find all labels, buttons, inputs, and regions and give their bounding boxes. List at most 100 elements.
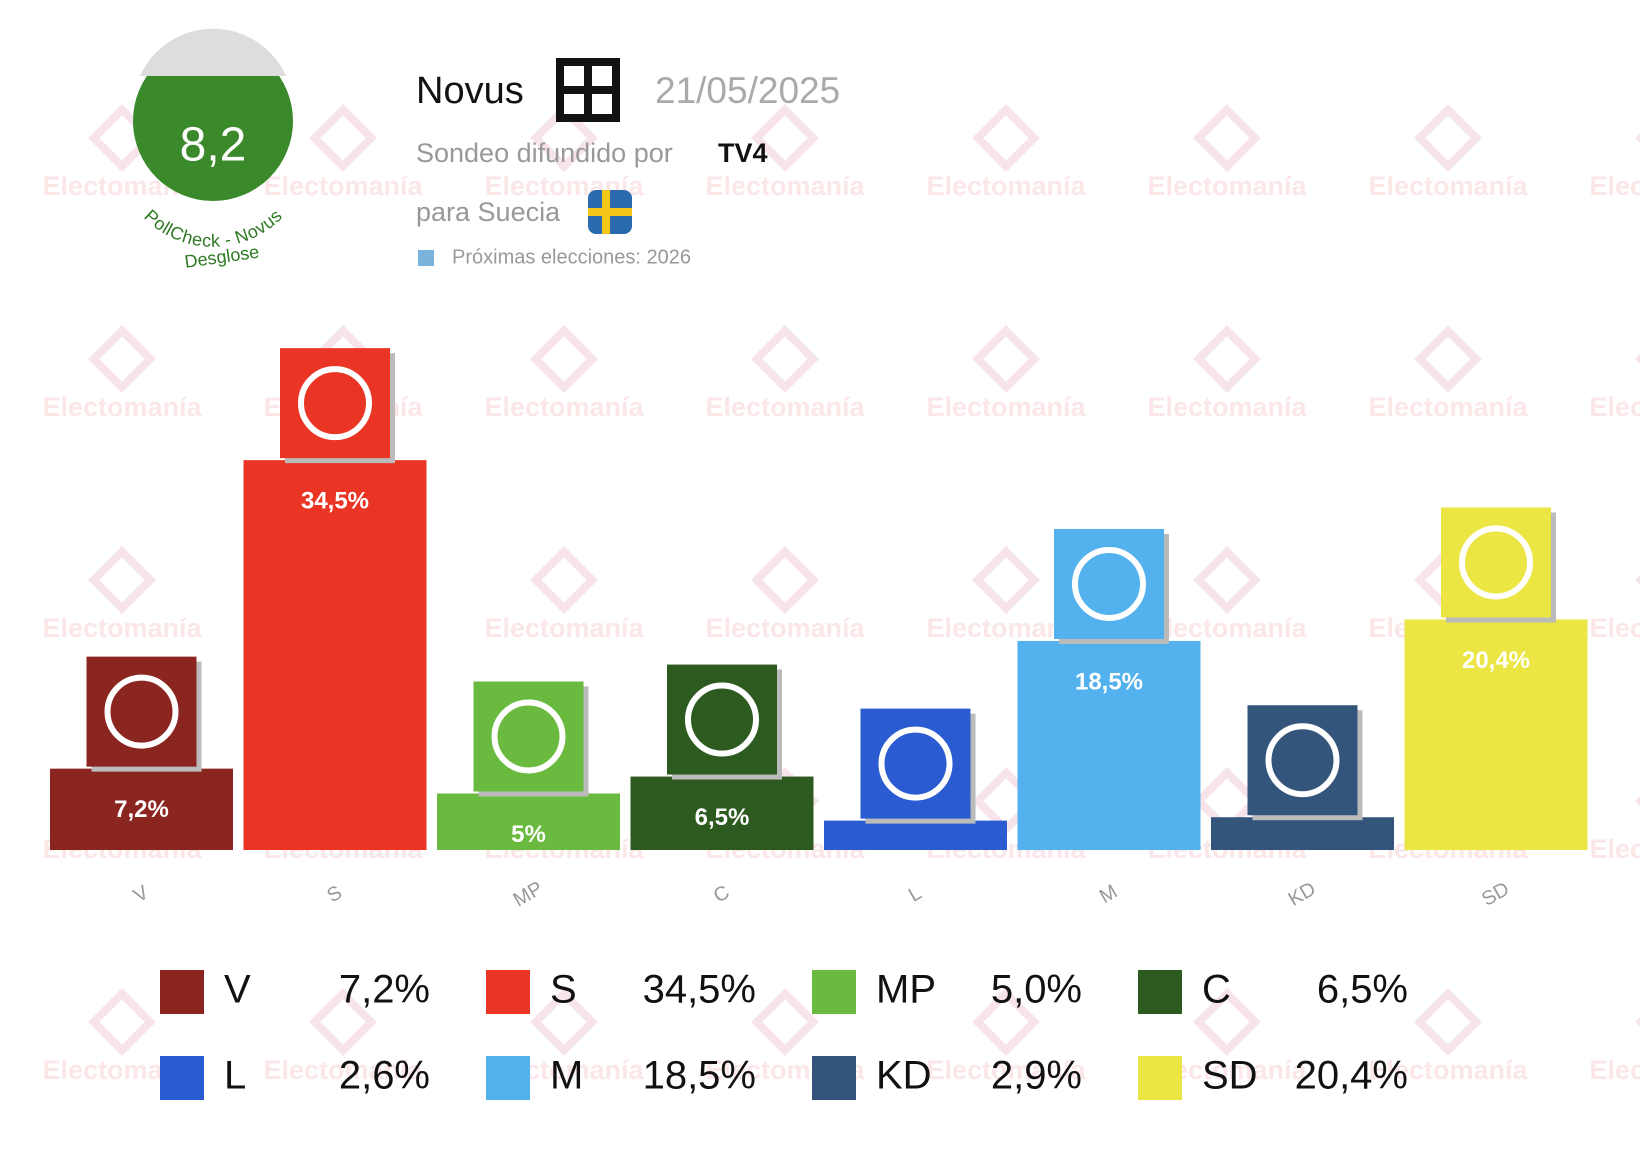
ballot-icon — [418, 250, 434, 266]
x-tick-label: C — [710, 881, 734, 907]
watermark: Electomanía — [1589, 392, 1640, 422]
party-logo-mark — [685, 682, 759, 757]
watermark-icon — [309, 104, 377, 172]
party-logo-mark — [1459, 525, 1533, 600]
bar — [437, 793, 620, 850]
party-logo — [280, 348, 390, 459]
watermark: Electomanía — [1147, 613, 1307, 643]
legend-icon — [1138, 970, 1182, 1014]
legend-value: 2,6% — [339, 1054, 430, 1098]
bar — [1404, 619, 1588, 850]
watermark: Electomanía — [705, 171, 865, 201]
legend-icon — [160, 970, 204, 1014]
watermark: Electomanía — [484, 392, 644, 422]
party-logo — [473, 681, 584, 792]
date: 21/05/2025 — [655, 70, 840, 111]
watermark: Electomanía — [1368, 171, 1528, 201]
watermark-icon — [1193, 767, 1261, 835]
legend-icon — [1138, 1056, 1182, 1100]
watermark-icon — [309, 988, 377, 1056]
party-logo — [860, 708, 971, 819]
watermark: Electomanía — [926, 1055, 1086, 1085]
watermark: Electomanía — [1147, 392, 1307, 422]
value-label: 18,5% — [1075, 668, 1143, 695]
watermark: Electomanía — [705, 392, 865, 422]
party-logo-mark — [878, 726, 953, 801]
bar — [243, 460, 427, 850]
watermark-icon — [88, 546, 156, 614]
watermark: Electomanía — [1368, 1055, 1528, 1085]
party-logo-mark — [298, 366, 372, 441]
watermark-icon — [751, 988, 819, 1056]
value-label: 34,5% — [301, 487, 369, 514]
legend-name: L — [224, 1054, 246, 1098]
watermark: Electomanía — [1589, 613, 1640, 643]
party-logo — [1054, 528, 1164, 639]
score-circle — [133, 41, 293, 201]
watermark: Electomanía — [1589, 171, 1640, 201]
bar — [1017, 640, 1201, 850]
party-logo-mark — [1072, 546, 1146, 621]
value-label: 7,2% — [114, 796, 169, 823]
watermark-icon — [530, 104, 598, 172]
flag — [588, 190, 632, 234]
watermark: Electomanía — [1589, 834, 1640, 864]
watermark: Electomanía — [42, 613, 202, 643]
watermark-icon — [88, 988, 156, 1056]
watermark: Electomanía — [1147, 171, 1307, 201]
watermark-icon — [1193, 104, 1261, 172]
bar — [1211, 817, 1394, 850]
party-logo — [667, 664, 777, 775]
watermark-icon — [972, 988, 1040, 1056]
pollcheck-text: PollCheck - Novus — [141, 205, 286, 250]
legend-name: MP — [876, 968, 936, 1012]
bar — [630, 776, 814, 850]
x-tick-label: V — [130, 881, 153, 907]
score: 8,2 — [180, 119, 247, 172]
watermark-icon — [1193, 325, 1261, 393]
watermark-icon — [972, 325, 1040, 393]
watermark-icon — [530, 325, 598, 393]
next-elections: Próximas elecciones: 2026 — [452, 246, 691, 268]
x-tick-label: KD — [1285, 878, 1320, 911]
watermark-icon — [751, 325, 819, 393]
released-by: Sondeo difundido por — [416, 138, 673, 168]
x-tick-label: L — [905, 882, 926, 907]
value-label: 5% — [511, 821, 546, 848]
watermark: Electomanía — [1589, 1055, 1640, 1085]
x-tick-label: MP — [510, 877, 547, 911]
pollcheck: PollCheck - Novus — [141, 205, 286, 250]
watermark-icon — [1193, 988, 1261, 1056]
legend-icon — [160, 1056, 204, 1100]
legend-name: KD — [876, 1054, 932, 1098]
legend-name: SD — [1202, 1054, 1258, 1098]
pollster-logo — [556, 58, 620, 122]
plot: 7,2% V V 7,2% 34,5% S S 34,5% 5% MP MP 5,0% 6,5% C C 6,… — [50, 348, 1588, 1100]
party-logo — [1247, 705, 1358, 816]
party-logo-mark — [1265, 723, 1340, 798]
watermark-icon — [972, 104, 1040, 172]
bar — [50, 768, 233, 850]
party-logo-mark — [491, 699, 566, 774]
watermark: Electomanía — [926, 392, 1086, 422]
watermark-icon — [1414, 325, 1482, 393]
watermark-icon — [1414, 988, 1482, 1056]
watermark: Electomanía — [705, 613, 865, 643]
media: TV4 — [718, 138, 768, 168]
legend-name: M — [550, 1054, 583, 1098]
party-logo — [1441, 507, 1551, 618]
legend-icon — [812, 970, 856, 1014]
country-text: para Suecia — [416, 197, 561, 227]
legend-icon — [486, 1056, 530, 1100]
watermark: Electomanía — [263, 171, 423, 201]
watermark-icon — [88, 325, 156, 393]
legend-value: 5,0% — [991, 968, 1082, 1012]
legend-value: 7,2% — [339, 968, 430, 1012]
pollster: Novus — [416, 70, 524, 112]
bar — [824, 820, 1007, 850]
legend-value: 2,9% — [991, 1054, 1082, 1098]
watermark-icon — [1193, 546, 1261, 614]
x-tick-label: M — [1096, 881, 1121, 908]
watermark: Electomanía — [484, 613, 644, 643]
